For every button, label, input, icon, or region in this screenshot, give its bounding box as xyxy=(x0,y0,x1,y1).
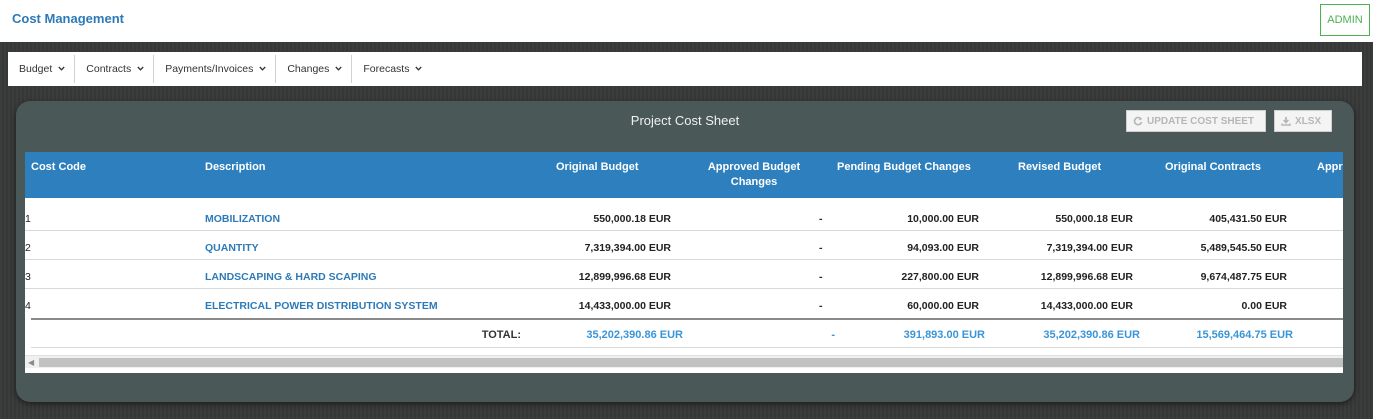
update-cost-sheet-label: UPDATE COST SHEET xyxy=(1147,115,1255,127)
menu-payments-label: Payments/Invoices xyxy=(165,63,254,75)
totals-row: TOTAL: 35,202,390.86 EUR - 391,893.00 EU… xyxy=(31,318,1343,348)
menu-budget[interactable]: Budget xyxy=(8,55,76,83)
cell-description-link[interactable]: QUANTITY xyxy=(205,242,259,254)
cell-revised-budget: 7,319,394.00 EUR xyxy=(1046,242,1133,254)
cell-pending-changes: 227,800.00 EUR xyxy=(901,271,979,283)
refresh-icon xyxy=(1133,116,1143,126)
menu-contracts[interactable]: Contracts xyxy=(75,55,155,83)
header-approved-line-1: Approved Budget xyxy=(707,161,801,173)
cell-original-budget: 7,319,394.00 EUR xyxy=(584,242,671,254)
cell-original-budget: 550,000.18 EUR xyxy=(593,213,671,225)
table-row: 2 QUANTITY 7,319,394.00 EUR - 94,093.00 … xyxy=(25,231,1343,260)
xlsx-export-button[interactable]: XLSX xyxy=(1274,110,1332,132)
header-pending-budget-changes[interactable]: Pending Budget Changes xyxy=(837,161,971,173)
total-approved-changes: - xyxy=(831,329,835,341)
chevron-down-icon xyxy=(259,65,267,72)
total-original-budget: 35,202,390.86 EUR xyxy=(586,329,683,341)
top-header: Cost Management ADMIN xyxy=(0,0,1373,42)
cell-revised-budget: 12,899,996.68 EUR xyxy=(1040,271,1133,283)
panel-title: Project Cost Sheet xyxy=(630,113,740,128)
cell-approved-changes: - xyxy=(819,300,823,312)
cell-original-contracts: 5,489,545.50 EUR xyxy=(1200,242,1287,254)
cell-original-contracts: 9,674,487.75 EUR xyxy=(1200,271,1287,283)
table-row: 1 MOBILIZATION 550,000.18 EUR - 10,000.0… xyxy=(25,202,1343,231)
cell-description-link[interactable]: ELECTRICAL POWER DISTRIBUTION SYSTEM xyxy=(205,300,438,312)
project-cost-sheet-panel: Project Cost Sheet UPDATE COST SHEET XLS… xyxy=(16,101,1354,402)
app-title: Cost Management xyxy=(12,11,124,26)
table-row: 4 ELECTRICAL POWER DISTRIBUTION SYSTEM 1… xyxy=(25,289,1343,318)
total-revised-budget: 35,202,390.86 EUR xyxy=(1043,329,1140,341)
table-header: Cost Code Description Original Budget Ap… xyxy=(25,152,1343,198)
cell-original-budget: 12,899,996.68 EUR xyxy=(578,271,671,283)
cell-approved-changes: - xyxy=(819,213,823,225)
total-label: TOTAL: xyxy=(481,329,521,341)
xlsx-label: XLSX xyxy=(1295,115,1322,127)
cell-description-link[interactable]: LANDSCAPING & HARD SCAPING xyxy=(205,271,377,283)
cell-revised-budget: 14,433,000.00 EUR xyxy=(1040,300,1133,312)
chevron-down-icon xyxy=(415,65,423,72)
total-original-contracts: 15,569,464.75 EUR xyxy=(1196,329,1293,341)
cell-original-contracts: 405,431.50 EUR xyxy=(1209,213,1287,225)
cell-original-budget: 14,433,000.00 EUR xyxy=(578,300,671,312)
update-cost-sheet-button[interactable]: UPDATE COST SHEET xyxy=(1126,110,1266,132)
cell-cost-code: 3 xyxy=(25,271,31,283)
cell-cost-code: 2 xyxy=(25,242,31,254)
menu-budget-label: Budget xyxy=(19,63,53,75)
cell-pending-changes: 94,093.00 EUR xyxy=(907,242,979,254)
header-description[interactable]: Description xyxy=(205,161,266,173)
menu-payments-invoices[interactable]: Payments/Invoices xyxy=(154,55,277,83)
cell-approved-changes: - xyxy=(819,271,823,283)
table-row: 3 LANDSCAPING & HARD SCAPING 12,899,996.… xyxy=(25,260,1343,289)
admin-button[interactable]: ADMIN xyxy=(1320,4,1370,36)
cost-sheet-table: Cost Code Description Original Budget Ap… xyxy=(25,152,1343,373)
menu-changes[interactable]: Changes xyxy=(276,55,353,83)
header-cost-code[interactable]: Cost Code xyxy=(31,161,86,173)
download-icon xyxy=(1281,116,1291,126)
cell-approved-changes: - xyxy=(819,242,823,254)
cell-description-link[interactable]: MOBILIZATION xyxy=(205,213,281,225)
scroll-left-arrow-icon[interactable]: ◀ xyxy=(28,358,35,367)
cell-original-contracts: 0.00 EUR xyxy=(1241,300,1287,312)
cell-cost-code: 1 xyxy=(25,213,31,225)
header-approved-cutoff[interactable]: Appr xyxy=(1317,161,1343,173)
header-approved-budget-changes[interactable]: Approved Budget Changes xyxy=(697,160,811,190)
total-pending-changes: 391,893.00 EUR xyxy=(903,329,985,341)
menu-changes-label: Changes xyxy=(287,63,330,75)
cell-pending-changes: 10,000.00 EUR xyxy=(907,213,979,225)
cell-cost-code: 4 xyxy=(25,300,31,312)
menu-forecasts[interactable]: Forecasts xyxy=(352,55,431,83)
cell-revised-budget: 550,000.18 EUR xyxy=(1055,213,1133,225)
header-original-contracts[interactable]: Original Contracts xyxy=(1165,161,1261,173)
menu-forecasts-label: Forecasts xyxy=(363,63,410,75)
header-revised-budget[interactable]: Revised Budget xyxy=(1018,161,1102,173)
chevron-down-icon xyxy=(137,65,144,72)
header-approved-line-2: Changes xyxy=(730,176,778,188)
scrollbar-thumb[interactable] xyxy=(39,358,1343,367)
cell-pending-changes: 60,000.00 EUR xyxy=(907,300,979,312)
header-original-budget[interactable]: Original Budget xyxy=(556,161,639,173)
chevron-down-icon xyxy=(335,65,343,72)
menu-contracts-label: Contracts xyxy=(86,63,132,75)
module-menu-bar: Budget Contracts Payments/Invoices Chang… xyxy=(8,52,1362,86)
chevron-down-icon xyxy=(58,65,65,72)
horizontal-scrollbar[interactable]: ◀ xyxy=(25,355,1343,368)
